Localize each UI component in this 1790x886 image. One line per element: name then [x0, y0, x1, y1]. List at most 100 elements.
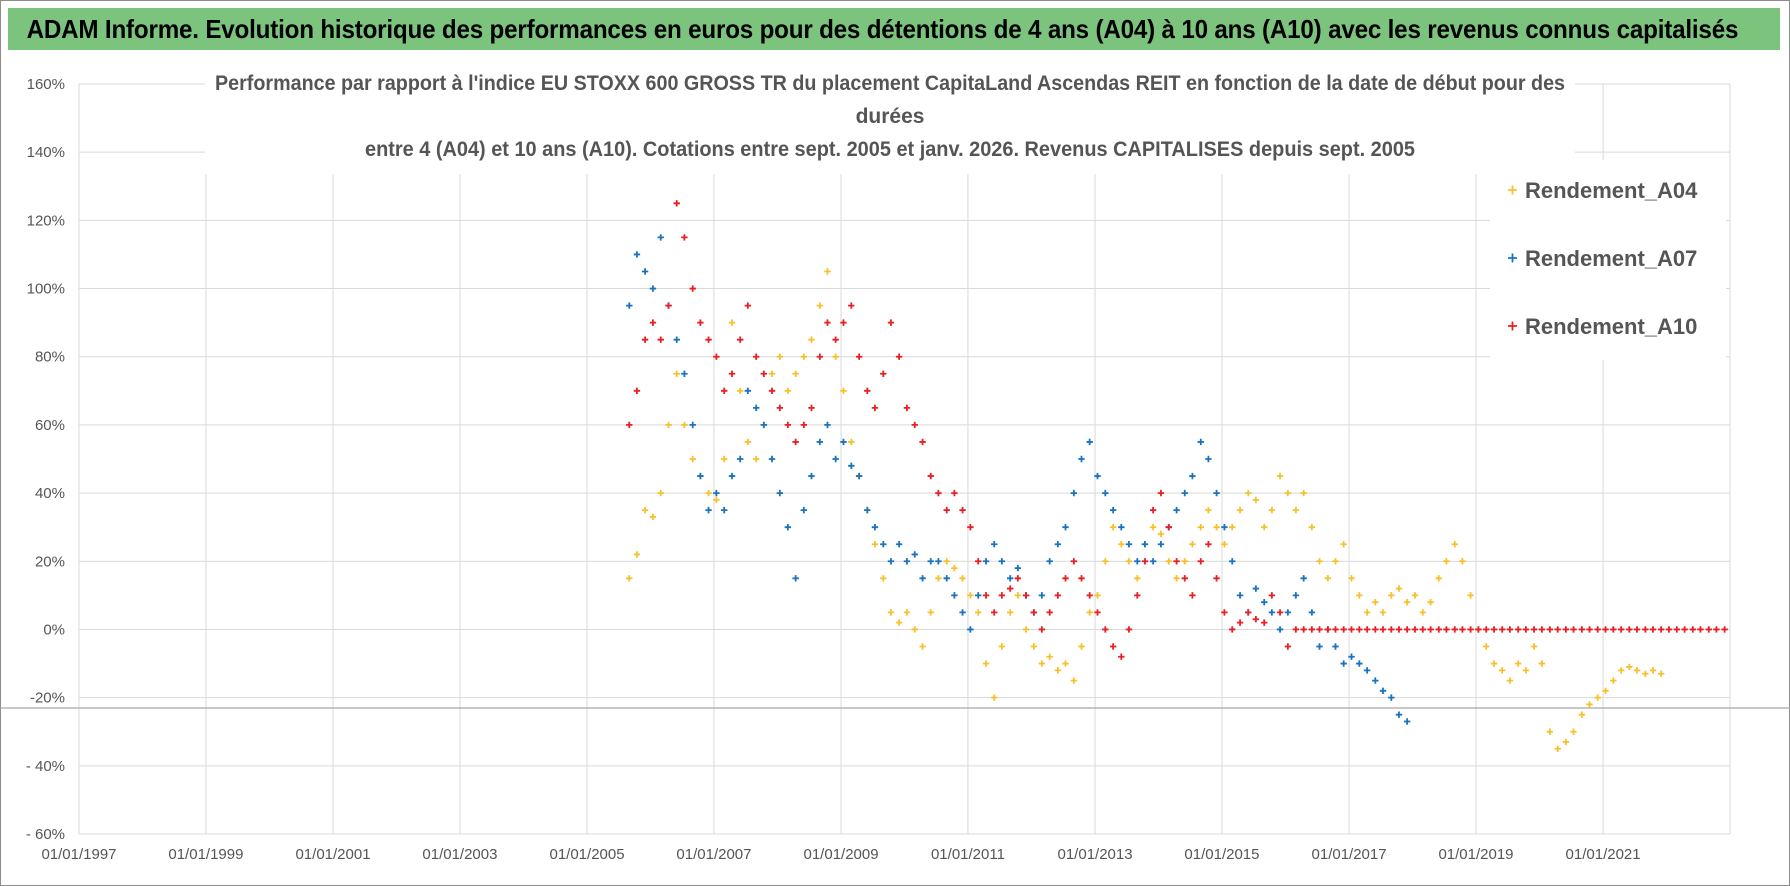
data-point: [1268, 609, 1276, 616]
legend-marker: [1508, 321, 1517, 331]
data-point: [967, 523, 974, 531]
data-point: [982, 660, 990, 667]
data-point: [1261, 619, 1268, 626]
data-point: [1078, 575, 1085, 582]
data-point: [1102, 626, 1109, 633]
data-point: [1348, 653, 1355, 660]
data-point: [1506, 677, 1514, 684]
data-point: [1697, 626, 1704, 633]
x-tick-label: 01/01/1999: [168, 846, 243, 863]
data-point: [1276, 609, 1284, 616]
data-point: [649, 285, 657, 292]
data-point: [1467, 626, 1474, 633]
data-point: [1292, 626, 1300, 633]
data-point: [744, 438, 752, 446]
data-point: [1221, 609, 1228, 616]
data-point: [673, 336, 680, 343]
data-point: [626, 575, 633, 582]
data-point: [824, 421, 831, 429]
data-point: [752, 455, 760, 463]
data-point: [1451, 626, 1458, 633]
data-point: [1522, 667, 1530, 674]
data-point: [967, 626, 974, 633]
data-point: [1530, 643, 1538, 650]
data-point: [1030, 643, 1038, 650]
data-point: [1459, 626, 1466, 633]
data-point: [1252, 585, 1260, 592]
data-point: [1261, 598, 1268, 606]
data-point: [1554, 626, 1561, 633]
data-point: [1388, 626, 1395, 633]
data-point: [1070, 558, 1078, 565]
data-point: [1070, 677, 1078, 684]
data-point: [808, 404, 815, 412]
data-point: [1109, 523, 1117, 531]
data-point: [1427, 598, 1434, 606]
y-tick-label: -20%: [30, 690, 65, 707]
data-point: [728, 370, 736, 377]
data-point: [1626, 663, 1633, 671]
chart-title-background: [205, 64, 1575, 174]
data-point: [792, 438, 799, 446]
data-point: [1332, 558, 1339, 565]
data-point: [903, 404, 911, 412]
data-point: [1443, 626, 1450, 633]
data-point: [1570, 728, 1577, 735]
data-point: [1284, 609, 1292, 616]
legend-label: Rendement_A10: [1525, 314, 1697, 339]
data-point: [1197, 558, 1204, 565]
data-point: [728, 472, 736, 480]
x-tick-label: 01/01/2001: [295, 846, 370, 863]
legend-item: Rendement_A07: [1508, 246, 1697, 271]
chart-title: Performance par rapport à l'indice EU ST…: [205, 64, 1575, 174]
data-point: [991, 541, 998, 548]
data-point: [1213, 523, 1220, 531]
data-point: [776, 404, 784, 412]
y-tick-label: 0%: [43, 621, 65, 638]
data-point: [657, 234, 664, 241]
data-point: [1213, 489, 1220, 497]
data-point: [1141, 541, 1149, 548]
legend-item: Rendement_A10: [1508, 314, 1697, 339]
y-tick-label: - 60%: [26, 826, 65, 843]
data-point: [626, 421, 633, 429]
x-tick-label: 01/01/2021: [1566, 846, 1641, 863]
data-point: [951, 489, 958, 497]
data-point: [1403, 626, 1411, 633]
data-point: [1633, 626, 1641, 633]
data-point: [1546, 728, 1554, 735]
data-point: [1205, 541, 1212, 548]
data-point: [1157, 541, 1165, 548]
data-point: [784, 421, 792, 429]
data-point: [1022, 626, 1030, 633]
data-point: [792, 370, 799, 377]
data-point: [1689, 626, 1696, 633]
data-point: [1657, 670, 1665, 677]
data-point: [1705, 626, 1712, 633]
data-point: [1490, 626, 1498, 633]
data-point: [1419, 626, 1426, 633]
data-point: [1395, 626, 1403, 633]
data-point: [1284, 643, 1292, 650]
data-point: [760, 370, 768, 377]
data-point: [1372, 677, 1379, 684]
data-point: [951, 564, 958, 572]
data-point: [895, 541, 903, 548]
data-point: [1109, 506, 1117, 514]
data-point: [1022, 592, 1030, 599]
data-point: [887, 319, 895, 326]
data-point: [1562, 626, 1570, 633]
data-point: [975, 558, 982, 565]
y-tick-label: 80%: [35, 349, 65, 366]
data-point: [1602, 687, 1609, 695]
data-point: [1102, 558, 1109, 565]
data-point: [1268, 506, 1276, 514]
data-point: [855, 472, 863, 480]
data-point: [1530, 626, 1538, 633]
data-point: [1332, 643, 1339, 650]
report-banner: ADAM Informe. Evolution historique des p…: [8, 8, 1780, 50]
data-point: [816, 438, 824, 446]
data-point: [1403, 598, 1411, 606]
data-point: [943, 558, 950, 565]
data-point: [689, 455, 696, 463]
